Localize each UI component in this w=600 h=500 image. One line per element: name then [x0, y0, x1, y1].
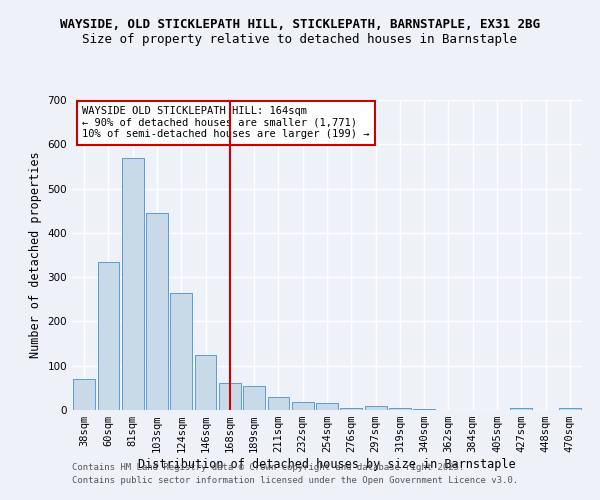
Text: WAYSIDE, OLD STICKLEPATH HILL, STICKLEPATH, BARNSTAPLE, EX31 2BG: WAYSIDE, OLD STICKLEPATH HILL, STICKLEPA… [60, 18, 540, 30]
Text: Size of property relative to detached houses in Barnstaple: Size of property relative to detached ho… [83, 32, 517, 46]
Bar [559, 408, 581, 410]
Bar [122, 158, 143, 410]
Bar [243, 386, 265, 410]
Bar [97, 262, 119, 410]
Bar [73, 379, 95, 410]
Bar [316, 404, 338, 410]
Bar [389, 408, 411, 410]
Bar [146, 213, 168, 410]
Bar [194, 354, 217, 410]
Bar [511, 408, 532, 410]
Text: Contains HM Land Registry data © Crown copyright and database right 2025.: Contains HM Land Registry data © Crown c… [72, 462, 464, 471]
Bar [170, 292, 192, 410]
Bar [365, 406, 386, 410]
Bar [340, 408, 362, 410]
Y-axis label: Number of detached properties: Number of detached properties [29, 152, 42, 358]
Bar [219, 384, 241, 410]
Bar [268, 396, 289, 410]
Bar [413, 409, 435, 410]
Text: Contains public sector information licensed under the Open Government Licence v3: Contains public sector information licen… [72, 476, 518, 485]
Text: WAYSIDE OLD STICKLEPATH HILL: 164sqm
← 90% of detached houses are smaller (1,771: WAYSIDE OLD STICKLEPATH HILL: 164sqm ← 9… [82, 106, 370, 140]
X-axis label: Distribution of detached houses by size in Barnstaple: Distribution of detached houses by size … [138, 458, 516, 471]
Bar [292, 402, 314, 410]
